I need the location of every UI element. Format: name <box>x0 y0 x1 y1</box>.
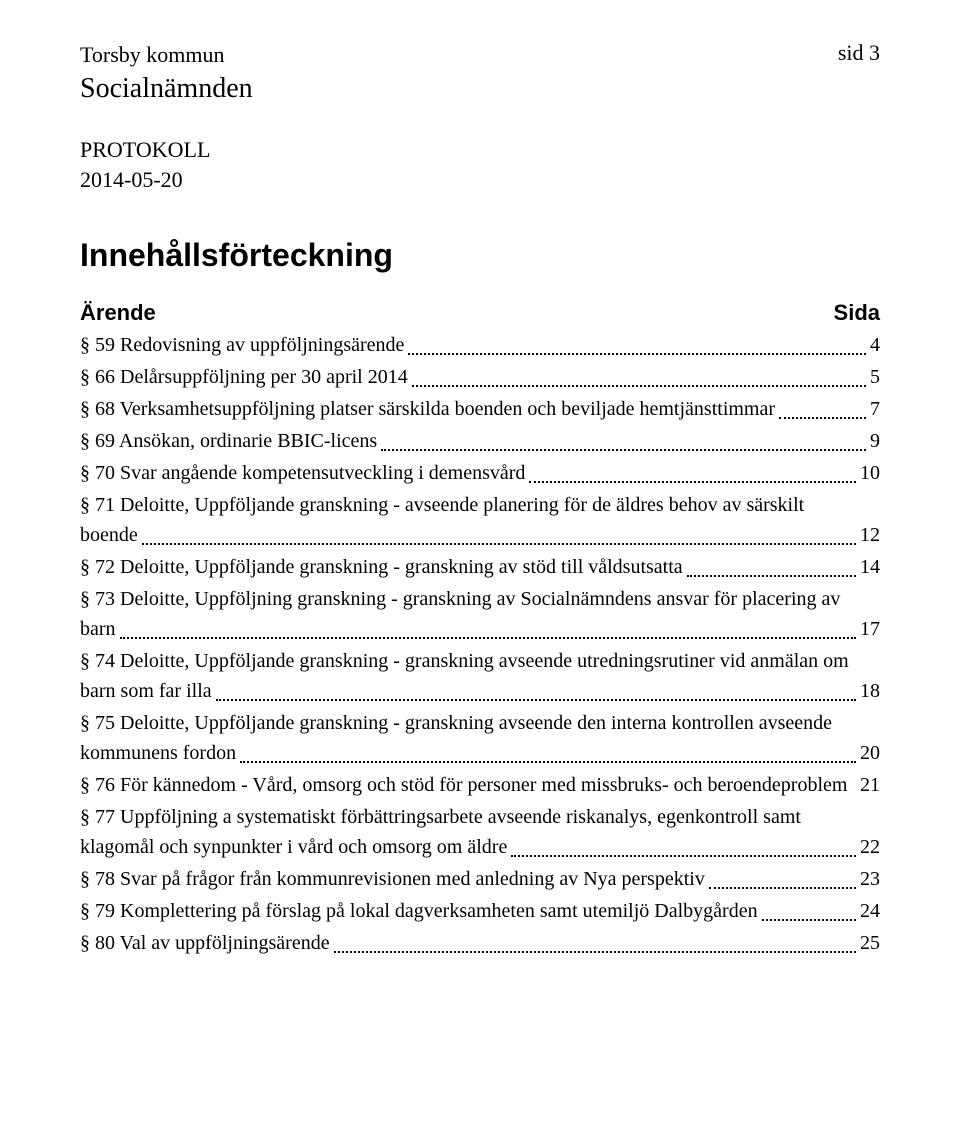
toc-label: § 70 Svar angående kompetensutveckling i… <box>80 458 525 488</box>
toc-leader-dots <box>762 919 856 921</box>
toc-label: § 69 Ansökan, ordinarie BBIC-licens <box>80 426 377 456</box>
toc-entry: § 69 Ansökan, ordinarie BBIC-licens 9 <box>80 426 880 456</box>
table-of-contents: § 59 Redovisning av uppföljningsärende4§… <box>80 330 880 958</box>
toc-entry: § 72 Deloitte, Uppföljande granskning - … <box>80 552 880 582</box>
toc-page: 5 <box>870 362 880 392</box>
toc-leader-dots <box>779 417 866 419</box>
toc-page: 17 <box>860 614 880 644</box>
toc-page: 10 <box>860 458 880 488</box>
doc-type: PROTOKOLL <box>80 135 880 165</box>
toc-page: 20 <box>860 738 880 768</box>
toc-label-line2: kommunens fordon <box>80 738 236 768</box>
toc-leader-dots <box>334 951 856 953</box>
municipality: Torsby kommun <box>80 40 253 70</box>
toc-header: Ärende Sida <box>80 300 880 326</box>
toc-label: § 66 Delårsuppföljning per 30 april 2014 <box>80 362 408 392</box>
toc-page: 22 <box>860 832 880 862</box>
toc-page: 18 <box>860 676 880 706</box>
toc-label-line1: § 74 Deloitte, Uppföljande granskning - … <box>80 646 880 676</box>
toc-leader-dots <box>142 543 856 545</box>
toc-label-line2: klagomål och synpunkter i vård och omsor… <box>80 832 507 862</box>
toc-entry: § 74 Deloitte, Uppföljande granskning - … <box>80 646 880 706</box>
toc-label: § 72 Deloitte, Uppföljande granskning - … <box>80 552 683 582</box>
toc-header-left: Ärende <box>80 300 156 326</box>
toc-entry: § 78 Svar på frågor från kommunrevisione… <box>80 864 880 894</box>
toc-leader-dots <box>709 887 856 889</box>
toc-entry: § 66 Delårsuppföljning per 30 april 2014… <box>80 362 880 392</box>
title-block: Innehållsförteckning <box>80 237 880 274</box>
toc-entry: § 77 Uppföljning a systematiskt förbättr… <box>80 802 880 862</box>
toc-page: 21 <box>860 770 880 800</box>
toc-label-line2: barn <box>80 614 116 644</box>
toc-entry: § 73 Deloitte, Uppföljning granskning - … <box>80 584 880 644</box>
toc-label-line1: § 77 Uppföljning a systematiskt förbättr… <box>80 802 880 832</box>
toc-header-right: Sida <box>834 300 880 326</box>
toc-entry: § 80 Val av uppföljningsärende 25 <box>80 928 880 958</box>
toc-label-line1: § 75 Deloitte, Uppföljande granskning - … <box>80 708 880 738</box>
toc-label-line1: § 71 Deloitte, Uppföljande granskning - … <box>80 490 880 520</box>
toc-page: 7 <box>870 394 880 424</box>
toc-entry: § 70 Svar angående kompetensutveckling i… <box>80 458 880 488</box>
toc-label: § 80 Val av uppföljningsärende <box>80 928 330 958</box>
toc-entry: § 68 Verksamhetsuppföljning platser särs… <box>80 394 880 424</box>
toc-leader-dots <box>240 761 856 763</box>
toc-label-line2: boende <box>80 520 138 550</box>
toc-leader-dots <box>511 855 856 857</box>
toc-label-line2-row: barn 17 <box>80 614 880 644</box>
toc-label-line2: barn som far illa <box>80 676 212 706</box>
toc-page: 14 <box>860 552 880 582</box>
toc-leader-dots <box>381 449 866 451</box>
page-title: Innehållsförteckning <box>80 237 880 274</box>
toc-label-line2-row: klagomål och synpunkter i vård och omsor… <box>80 832 880 862</box>
toc-page: 9 <box>870 426 880 456</box>
toc-label: § 68 Verksamhetsuppföljning platser särs… <box>80 394 775 424</box>
toc-page: 23 <box>860 864 880 894</box>
committee: Socialnämnden <box>80 70 253 108</box>
toc-entry: § 76 För kännedom - Vård, omsorg och stö… <box>80 770 880 800</box>
toc-label-line2-row: kommunens fordon 20 <box>80 738 880 768</box>
toc-label-line2-row: barn som far illa 18 <box>80 676 880 706</box>
doc-date: 2014-05-20 <box>80 165 880 195</box>
toc-page: 12 <box>860 520 880 550</box>
toc-page: 24 <box>860 896 880 926</box>
toc-entry: § 75 Deloitte, Uppföljande granskning - … <box>80 708 880 768</box>
toc-entry: § 59 Redovisning av uppföljningsärende 4 <box>80 330 880 360</box>
toc-page: 4 <box>870 330 880 360</box>
toc-leader-dots <box>687 575 856 577</box>
toc-label: § 79 Komplettering på förslag på lokal d… <box>80 896 758 926</box>
toc-page: 25 <box>860 928 880 958</box>
header-row: Torsby kommun Socialnämnden sid 3 <box>80 40 880 107</box>
toc-label: § 76 För kännedom - Vård, omsorg och stö… <box>80 770 860 800</box>
toc-label-line2-row: boende 12 <box>80 520 880 550</box>
toc-leader-dots <box>412 385 866 387</box>
toc-leader-dots <box>529 481 856 483</box>
subheader: PROTOKOLL 2014-05-20 <box>80 135 880 194</box>
toc-entry: § 79 Komplettering på förslag på lokal d… <box>80 896 880 926</box>
toc-label: § 78 Svar på frågor från kommunrevisione… <box>80 864 705 894</box>
header-left: Torsby kommun Socialnämnden <box>80 40 253 107</box>
toc-leader-dots <box>216 699 856 701</box>
toc-label: § 59 Redovisning av uppföljningsärende <box>80 330 404 360</box>
toc-label-line1: § 73 Deloitte, Uppföljning granskning - … <box>80 584 880 614</box>
toc-entry: § 71 Deloitte, Uppföljande granskning - … <box>80 490 880 550</box>
toc-leader-dots <box>120 637 856 639</box>
page-number: sid 3 <box>838 40 880 66</box>
toc-leader-dots <box>408 353 866 355</box>
